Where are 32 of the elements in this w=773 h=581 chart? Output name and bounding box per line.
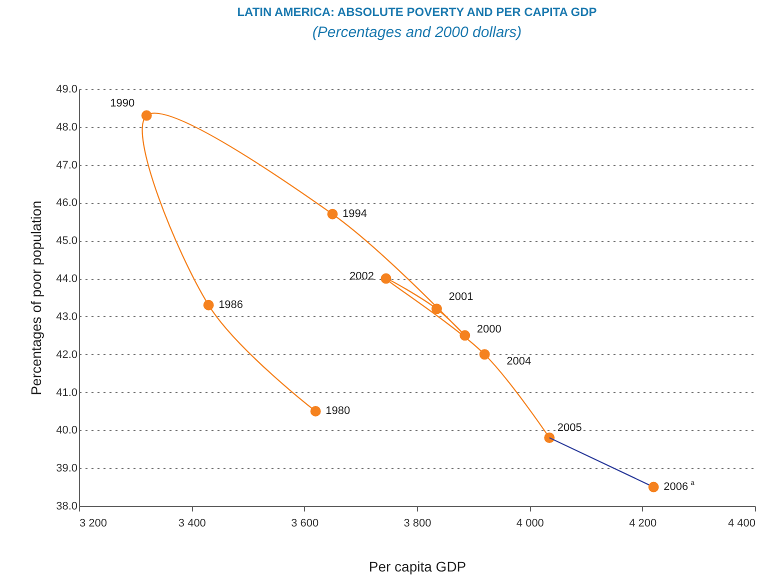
x-axis-title: Per capita GDP (368, 558, 466, 574)
x-tick-label: 3 600 (291, 518, 319, 530)
x-tick-label: 3 400 (178, 518, 206, 530)
y-tick-label: 47.0 (56, 159, 78, 172)
y-axis-title: Percentages of poor population (28, 200, 44, 396)
y-tick-label: 48.0 (56, 121, 78, 134)
y-tick-label: 42.0 (56, 348, 78, 361)
annotation: 1980 (326, 405, 350, 418)
annotation: 2002 (350, 270, 374, 283)
y-tick-label: 41.0 (56, 386, 78, 399)
y-tick-label: 49.0 (56, 84, 78, 96)
annotation: 2004 (506, 355, 532, 368)
x-tick-label: 4 200 (629, 518, 657, 530)
annotation: 1994 (342, 208, 367, 220)
y-tick-label: 38.0 (56, 500, 78, 512)
y-tick-label: 39.0 (56, 462, 78, 475)
annotation: 1986 (218, 299, 244, 312)
x-tick-label: 3 200 (80, 518, 108, 530)
y-tick-label: 45.0 (56, 235, 78, 248)
x-tick-label: 3 800 (404, 518, 432, 530)
annotation: 1990 (110, 98, 135, 110)
y-tick-label: 44.0 (56, 273, 78, 286)
chart-subtitle: (Percentages and 2000 dollars) (312, 24, 522, 41)
x-tick-label: 4 000 (516, 518, 544, 530)
annotation: 2000 (476, 323, 502, 336)
annotation: 2005 (557, 422, 582, 434)
annotation: 2001 (448, 290, 474, 303)
chart-title: LATIN AMERICA: ABSOLUTE POVERTY AND PER CAPITA GDP (237, 5, 597, 19)
y-tick-label: 40.0 (56, 424, 78, 437)
y-tick-label: 43.0 (56, 310, 78, 323)
x-tick-label: 4 400 (728, 518, 756, 530)
y-tick-label: 46.0 (56, 197, 78, 210)
